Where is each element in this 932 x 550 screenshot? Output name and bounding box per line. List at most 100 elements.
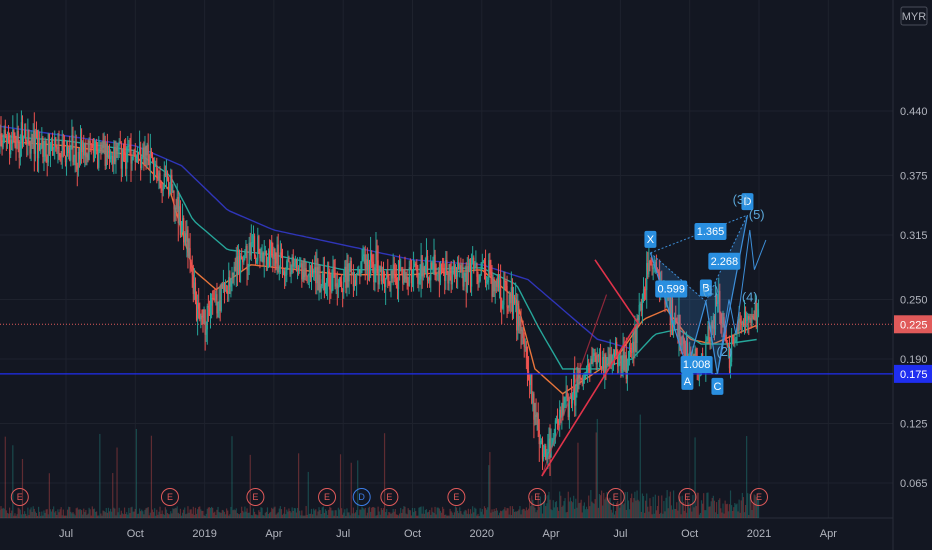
elliott-wave-label[interactable]: (3) (733, 192, 749, 207)
trendline-up[interactable] (541, 323, 638, 477)
harmonic-point-box[interactable] (644, 230, 657, 248)
harmonic-ratio-box[interactable] (680, 355, 713, 373)
harmonic-ratio-box[interactable] (708, 252, 741, 270)
volume-bar (3, 508, 5, 518)
volume-bar (209, 507, 212, 518)
earnings-marker[interactable] (447, 488, 466, 506)
volume-bar (18, 508, 20, 518)
horizontal-lines[interactable]: 0.225 0.175 (0, 315, 932, 383)
harmonic-point-box[interactable] (711, 377, 724, 395)
candle-body (30, 138, 32, 154)
candle-body (504, 278, 506, 283)
earnings-marker[interactable] (318, 488, 337, 506)
candle-body (331, 273, 333, 292)
volume-bar (277, 512, 279, 518)
volume-bar (718, 499, 720, 518)
candle-body (541, 440, 544, 460)
volume-bar (92, 509, 94, 518)
candle-body (249, 242, 251, 256)
price-axis[interactable]: 0.440 0.375 0.315 0.250 0.190 0.125 0.065 (900, 106, 928, 490)
volume-bar (405, 513, 407, 518)
candle-body (131, 159, 133, 164)
elliott-wave-label[interactable]: (5) (749, 207, 765, 222)
earnings-marker[interactable] (528, 488, 547, 506)
candle-body (8, 139, 11, 155)
elliott-wave-label[interactable]: (4) (742, 289, 758, 304)
candle-body (215, 294, 217, 301)
harmonic-point-box[interactable] (681, 372, 694, 390)
volume-bar (504, 507, 506, 518)
volume-bar (725, 504, 727, 518)
candle-body (559, 409, 561, 425)
volume-bar (49, 509, 52, 518)
harmonic-ratio-box[interactable] (655, 280, 688, 298)
volume-bar (177, 512, 179, 518)
candle-body (186, 229, 188, 242)
dividend-marker[interactable] (352, 488, 371, 506)
candle-body (709, 339, 711, 341)
candle-body (422, 266, 424, 277)
volume-bar (295, 512, 298, 518)
volume-bar (292, 510, 294, 518)
harmonic-pattern-drawing[interactable]: X A B C D 0.599 1.008 1.365 2.268 (644, 193, 754, 395)
event-marker-letter: E (534, 492, 540, 502)
candle-body (218, 300, 220, 304)
event-markers[interactable]: EEEEEEDEEEEEE (0, 488, 768, 506)
earnings-marker[interactable] (750, 488, 768, 506)
volume-bar (660, 512, 662, 518)
harmonic-point-box[interactable] (741, 193, 754, 211)
volume-bar (689, 508, 691, 518)
candle-body (582, 379, 584, 384)
volume-bar (476, 515, 478, 518)
candle-body (530, 374, 532, 386)
volume-bar (39, 511, 41, 518)
candle-body (41, 137, 43, 149)
trendline-drawing[interactable] (541, 259, 640, 477)
volume-bar (194, 507, 197, 518)
volume-bar (6, 512, 9, 518)
volume-bar (470, 513, 473, 518)
volume-bar (239, 513, 242, 518)
volume-bar (719, 498, 721, 518)
earnings-marker[interactable] (160, 488, 179, 506)
trendline-secondary[interactable] (541, 294, 608, 477)
harmonic-point-box[interactable] (699, 279, 712, 297)
elliott-wave-labels[interactable]: (1) (2) (3) (4) (5) (703, 192, 767, 374)
candle-body (632, 341, 634, 353)
candle-body (2, 142, 4, 148)
volume-bar (721, 512, 723, 518)
elliott-wave-label[interactable]: (1) (703, 283, 719, 298)
volume-bar (699, 512, 702, 518)
candle-body (668, 296, 670, 301)
volume-bar (701, 503, 704, 518)
elliott-wave-path[interactable] (716, 229, 767, 374)
earnings-marker[interactable] (246, 488, 265, 506)
candle-body (140, 147, 142, 169)
candle-body (510, 287, 512, 304)
earnings-marker[interactable] (678, 488, 697, 506)
volume-bar (587, 509, 589, 518)
volume-bar (102, 510, 104, 518)
volume-bar (575, 498, 577, 518)
volume-bar (418, 507, 420, 518)
trendline-down[interactable] (594, 259, 640, 325)
volume-bar (264, 512, 266, 518)
earnings-marker[interactable] (380, 488, 399, 506)
candle-body (628, 350, 631, 358)
harmonic-ratio-box[interactable] (694, 223, 727, 241)
elliott-wave-label[interactable]: (2) (716, 344, 732, 359)
candle-body (22, 136, 25, 145)
currency-label: MYR (902, 11, 927, 23)
volume-bar (309, 513, 312, 518)
time-tick-label: Apr (820, 528, 837, 540)
volume-bar (78, 509, 81, 518)
earnings-marker[interactable] (606, 488, 625, 506)
volume-bar (517, 510, 519, 518)
volume-bar (40, 515, 42, 518)
volume-bar (421, 513, 423, 518)
time-tick-label: 2021 (747, 528, 771, 540)
earnings-marker[interactable] (10, 488, 29, 506)
time-axis[interactable]: Jul Oct 2019 Apr Jul Oct 2020 Apr Jul Oct 2021 Apr (59, 528, 837, 540)
volume-bar (595, 432, 597, 518)
